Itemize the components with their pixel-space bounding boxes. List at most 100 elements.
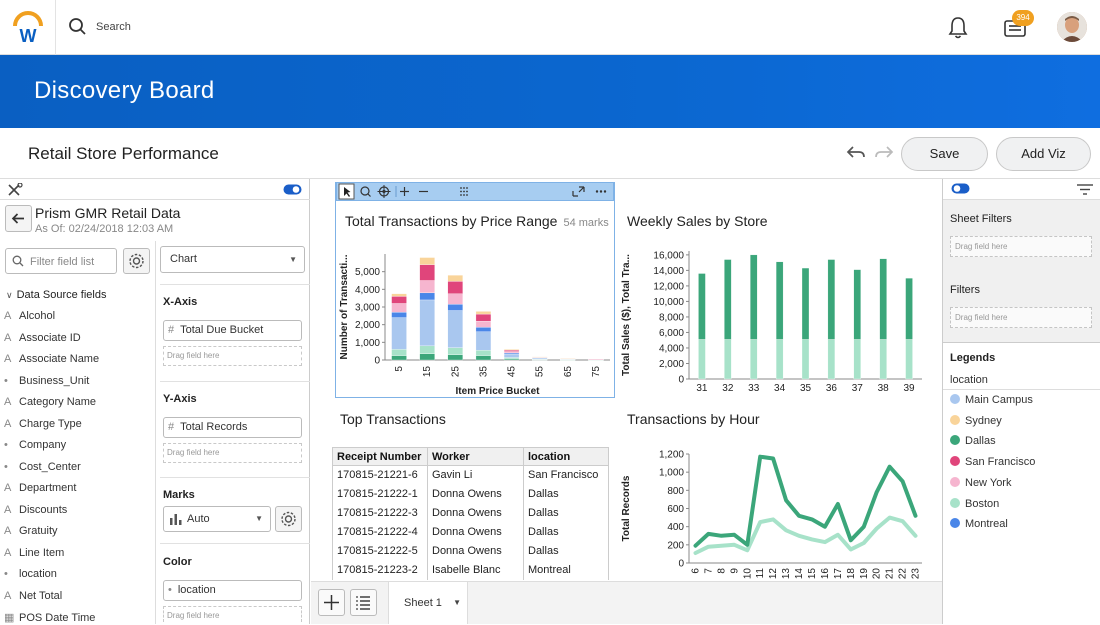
x-tick-label: 8 (716, 568, 727, 574)
field-list-item[interactable]: • Business_Unit (4, 375, 89, 387)
y-axis-field[interactable]: # Total Records (163, 417, 302, 438)
chart-title-price-range: Total Transactions by Price Range 54 mark… (345, 213, 609, 229)
legend-item[interactable]: Boston (950, 497, 999, 510)
data-source-fields-header[interactable]: ∨ Data Source fields (6, 289, 106, 301)
sheet-tab[interactable]: Sheet 1 ▼ (388, 582, 468, 624)
chart-type-select[interactable]: Chart ▼ (160, 246, 305, 273)
column-header[interactable]: location (523, 447, 609, 466)
dropdown-caret-icon[interactable]: ▼ (453, 598, 461, 607)
chart-title-weekly-sales: Weekly Sales by Store (627, 213, 768, 229)
field-list-item[interactable]: • Cost_Center (4, 461, 81, 473)
legend-item[interactable]: San Francisco (950, 456, 1035, 468)
field-list-item[interactable]: A Associate Name (4, 353, 99, 365)
field-list-item[interactable]: A Alcohol (4, 310, 55, 322)
field-label: Category Name (19, 396, 97, 408)
sheet-list-button[interactable] (350, 589, 377, 616)
field-list-settings-button[interactable] (123, 248, 150, 274)
svg-text:W: W (20, 26, 37, 46)
column-header[interactable]: Receipt Number (332, 447, 428, 466)
redo-icon[interactable] (874, 144, 894, 162)
field-list-item[interactable]: A Gratuity (4, 525, 58, 537)
tools-icon[interactable] (7, 183, 23, 197)
field-list-item[interactable]: • location (4, 568, 57, 580)
table-row[interactable]: 170815-21222-4 Donna Owens Dallas (332, 522, 609, 542)
x-axis-title: Item Price Bucket (456, 386, 541, 397)
chart-title-text: Total Transactions by Price Range (345, 213, 558, 229)
hash-icon: # (168, 421, 175, 433)
y-axis-drop-zone[interactable]: Drag field here (163, 443, 302, 463)
filters-drop-zone[interactable]: Drag field here (950, 307, 1092, 328)
column-header[interactable]: Worker (427, 447, 524, 466)
bar-segment (698, 273, 706, 340)
price-range-chart[interactable]: 0 1,000 2,000 3,000 4,000 5,000 Number of Tran… (335, 240, 615, 398)
undo-icon[interactable] (846, 144, 866, 162)
field-list-item[interactable]: A Charge Type (4, 418, 82, 430)
bar-segment (698, 339, 706, 380)
zoom-in-icon[interactable] (400, 187, 409, 196)
panel-toggle[interactable] (951, 183, 970, 194)
save-button[interactable]: Save (901, 137, 988, 171)
pan-tool-icon[interactable] (377, 185, 391, 198)
field-list-item[interactable]: A Associate ID (4, 332, 81, 344)
column-divider (155, 241, 156, 624)
legend-item[interactable]: New York (950, 476, 1011, 489)
legend-item[interactable]: Montreal (950, 518, 1008, 530)
field-list-item[interactable]: A Discounts (4, 504, 67, 516)
chart-title-top-transactions: Top Transactions (340, 411, 446, 427)
table-row[interactable]: 170815-21223-2 Isabelle Blanc Montreal (332, 560, 609, 580)
marks-settings-button[interactable] (275, 506, 302, 532)
more-options-icon[interactable] (595, 190, 607, 193)
legend-item[interactable]: Main Campus (950, 394, 1033, 406)
field-label: POS Date Time (19, 612, 96, 624)
viz-toolbar-icons (338, 183, 607, 200)
add-sheet-button[interactable] (318, 589, 345, 616)
filter-field-list-input[interactable]: Filter field list (5, 248, 117, 274)
table-cell: 170815-21222-1 (332, 484, 428, 504)
field-list-item[interactable]: A Net Total (4, 590, 62, 602)
field-list-item[interactable]: A Line Item (4, 547, 64, 559)
x-axis-drop-zone[interactable]: Drag field here (163, 346, 302, 366)
field-list-item[interactable]: A Department (4, 482, 76, 494)
bar-segment (475, 327, 492, 332)
x-tick-label: 11 (755, 568, 766, 579)
x-tick-label: 22 (898, 568, 909, 580)
table-cell: Donna Owens (427, 484, 524, 504)
table-row[interactable]: 170815-21222-1 Donna Owens Dallas (332, 484, 609, 504)
logo-divider (55, 0, 56, 55)
workday-logo[interactable]: W (10, 10, 46, 46)
zoom-tool-icon[interactable] (360, 186, 371, 197)
sheet-filters-drop-zone[interactable]: Drag field here (950, 236, 1092, 257)
table-row[interactable]: 170815-21222-5 Donna Owens Dallas (332, 541, 609, 561)
color-field[interactable]: • location (163, 580, 302, 601)
table-row[interactable]: 170815-21222-3 Donna Owens Dallas (332, 503, 609, 523)
add-viz-button[interactable]: Add Viz (996, 137, 1091, 171)
y-axis-title: Total Sales ($), Total Tra... (621, 254, 632, 376)
drag-handle-icon[interactable] (460, 187, 468, 196)
panel-toggle[interactable] (283, 184, 302, 195)
color-label: Color (163, 556, 192, 568)
weekly-sales-chart[interactable]: 0 2,000 4,000 6,000 8,000 10,000 12,000 14,000 1… (617, 240, 927, 398)
reference-field-icon: • (4, 374, 8, 387)
expand-icon[interactable] (572, 186, 585, 197)
list-icon (356, 596, 370, 610)
table-cell: Dallas (523, 541, 609, 561)
color-drop-zone[interactable]: Drag field here (163, 606, 302, 622)
transactions-by-hour-chart[interactable]: 0 200 400 600 800 1,000 1,200 Total Records 6 7 8 9… (617, 437, 927, 581)
table-cell: 170815-21222-5 (332, 541, 428, 561)
search-icon[interactable] (68, 17, 88, 37)
x-axis-field[interactable]: # Total Due Bucket (163, 320, 302, 341)
back-button[interactable] (5, 205, 32, 232)
table-cell: Donna Owens (427, 522, 524, 542)
user-avatar[interactable] (1057, 12, 1087, 42)
marks-type-select[interactable]: Auto ▼ (163, 506, 271, 532)
field-list-item[interactable]: • Company (4, 439, 66, 451)
bell-icon[interactable] (947, 15, 969, 39)
search-input[interactable]: Search (96, 21, 131, 33)
field-list-item[interactable]: A Category Name (4, 396, 96, 408)
filter-icon[interactable] (1076, 183, 1094, 196)
field-list-item[interactable]: ▦ POS Date Time (4, 611, 95, 624)
legend-item[interactable]: Sydney (950, 414, 1002, 427)
table-row[interactable]: 170815-21221-6 Gavin Li San Francisco (332, 465, 609, 485)
legend-item[interactable]: Dallas (950, 435, 996, 447)
bar-segment (419, 264, 435, 281)
